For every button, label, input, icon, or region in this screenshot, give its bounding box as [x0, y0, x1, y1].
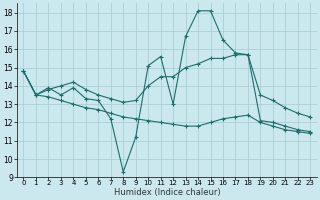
X-axis label: Humidex (Indice chaleur): Humidex (Indice chaleur) [114, 188, 220, 197]
